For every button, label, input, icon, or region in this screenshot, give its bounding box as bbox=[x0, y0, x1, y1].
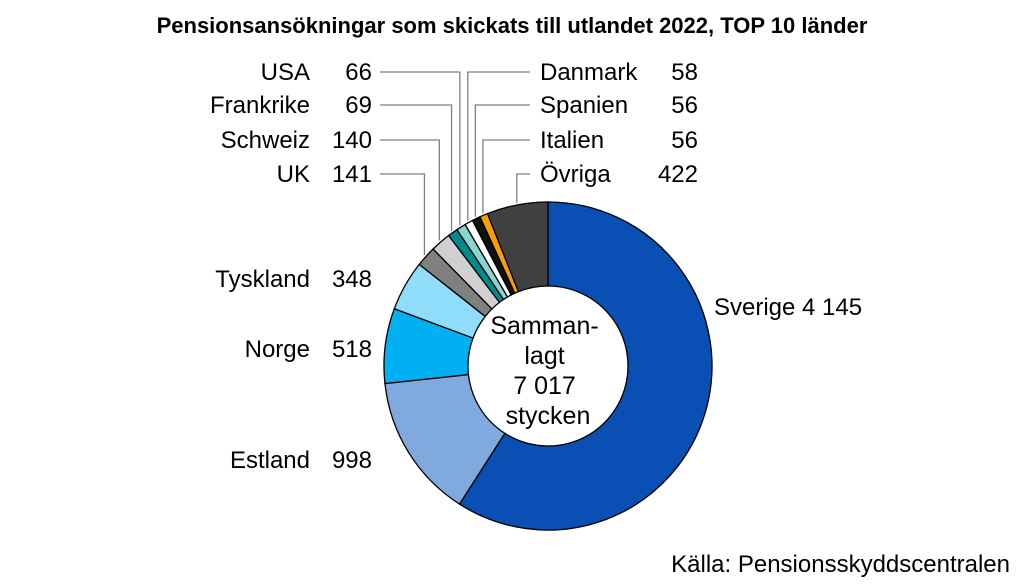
label-value-frankrike: 69 bbox=[345, 92, 372, 119]
label-name-norge: Norge bbox=[245, 336, 310, 363]
source-note: Källa: Pensionsskyddscentralen bbox=[671, 551, 1010, 578]
center-line-2: lagt bbox=[524, 342, 564, 370]
label-value-usa: 66 bbox=[345, 59, 372, 86]
leader-frankrike bbox=[380, 104, 453, 231]
leader-ovriga bbox=[516, 173, 530, 203]
label-value-norge: 518 bbox=[332, 336, 372, 363]
label-name-danmark: Danmark bbox=[540, 59, 638, 86]
label-value-spanien: 56 bbox=[671, 92, 698, 119]
label-name-frankrike: Frankrike bbox=[210, 92, 310, 119]
label-value-tyskland: 348 bbox=[332, 266, 372, 293]
label-name-uk: UK bbox=[277, 161, 310, 188]
label-name-estland: Estland bbox=[230, 447, 310, 474]
slice-labels: Sverige 4 145 Estland 998 Norge 518 Tyskland 3… bbox=[210, 59, 862, 474]
leader-lines bbox=[380, 71, 530, 256]
leader-uk bbox=[380, 173, 426, 256]
label-value-estland: 998 bbox=[332, 447, 372, 474]
label-value-ovriga: 422 bbox=[658, 161, 698, 188]
center-line-1: Samman- bbox=[490, 312, 598, 340]
label-value-uk: 141 bbox=[332, 161, 372, 188]
center-label: Samman- lagt 7 017 stycken bbox=[490, 312, 605, 430]
leader-danmark bbox=[467, 71, 530, 221]
label-name-tyskland: Tyskland bbox=[215, 266, 310, 293]
label-sverige: Sverige 4 145 bbox=[714, 294, 862, 321]
leader-spanien bbox=[474, 104, 530, 217]
label-name-italien: Italien bbox=[540, 127, 604, 154]
label-name-ovriga: Övriga bbox=[540, 161, 611, 188]
center-line-3: 7 017 bbox=[513, 372, 576, 400]
label-value-italien: 56 bbox=[671, 127, 698, 154]
donut bbox=[383, 201, 713, 531]
slice-sverige bbox=[458, 201, 713, 531]
leader-italien bbox=[482, 139, 530, 214]
label-value-danmark: 58 bbox=[671, 59, 698, 86]
center-line-4: stycken bbox=[506, 402, 591, 430]
leader-usa bbox=[380, 71, 461, 226]
leader-schweiz bbox=[380, 139, 440, 241]
label-name-schweiz: Schweiz bbox=[221, 127, 310, 154]
label-name-spanien: Spanien bbox=[540, 92, 628, 119]
label-value-schweiz: 140 bbox=[332, 127, 372, 154]
chart-title: Pensionsansökningar som skickats till ut… bbox=[157, 13, 868, 38]
label-name-usa: USA bbox=[261, 59, 310, 86]
slice-ovriga bbox=[486, 201, 549, 293]
